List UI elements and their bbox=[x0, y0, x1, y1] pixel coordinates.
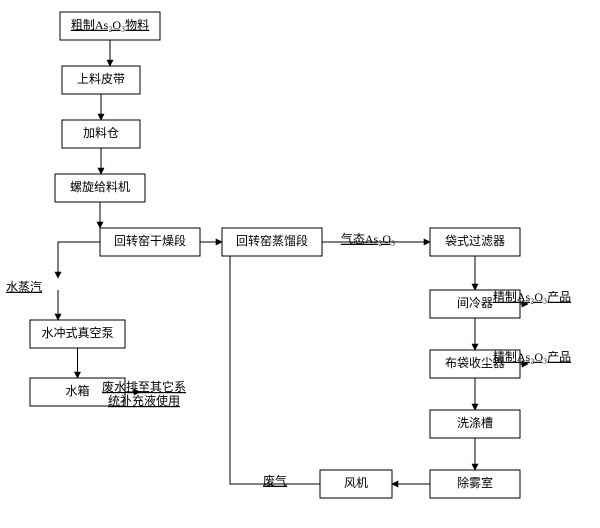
node-scrubber: 洗涤槽 bbox=[430, 410, 520, 438]
label-fan: 风机 bbox=[344, 476, 368, 490]
node-waste: 废水排至其它系统补充液使用 bbox=[102, 379, 186, 408]
node-exhaust: 废气 bbox=[263, 473, 287, 488]
label-waste: 废水排至其它系统补充液使用 bbox=[102, 379, 186, 408]
node-distill: 回转窑蒸馏段 bbox=[222, 228, 322, 256]
node-fan: 风机 bbox=[320, 470, 392, 498]
path-fan-back-to-distill bbox=[222, 242, 320, 484]
node-pump: 水冲式真空泵 bbox=[30, 320, 125, 348]
label-tank: 水箱 bbox=[65, 383, 89, 398]
flowchart-canvas: 粗制As₂O₃物料上料皮带加料仓螺旋给料机回转窑干燥段 回转窑蒸馏段 气态As₂O₃… bbox=[0, 0, 600, 528]
path-dryer-to-steam bbox=[58, 242, 100, 278]
node-prod2: 精制As₂O₃产品 bbox=[493, 350, 571, 364]
node-feeder: 螺旋给料机 bbox=[55, 174, 145, 202]
label-steam: 水蒸汽 bbox=[6, 279, 42, 294]
label-prod1: 精制As₂O₃产品 bbox=[493, 290, 571, 304]
node-steam: 水蒸汽 bbox=[6, 279, 42, 294]
label-gas: 气态As₂O₃ bbox=[341, 231, 395, 246]
label-hopper: 加料仓 bbox=[83, 126, 119, 140]
node-dryer: 回转窑干燥段 bbox=[100, 228, 200, 256]
label-exhaust: 废气 bbox=[263, 473, 287, 488]
label-belt: 上料皮带 bbox=[77, 72, 125, 86]
label-demist: 除雾室 bbox=[457, 475, 493, 490]
label-cooler: 间冷器 bbox=[457, 296, 493, 310]
node-hopper: 加料仓 bbox=[62, 120, 140, 148]
node-prod1: 精制As₂O₃产品 bbox=[493, 290, 571, 304]
label-pump: 水冲式真空泵 bbox=[41, 325, 113, 340]
node-belt: 上料皮带 bbox=[62, 66, 140, 94]
label-dryer: 回转窑干燥段 bbox=[114, 233, 186, 248]
label-feeder: 螺旋给料机 bbox=[70, 180, 130, 194]
label-scrubber: 洗涤槽 bbox=[457, 416, 493, 430]
label-prod2: 精制As₂O₃产品 bbox=[493, 350, 571, 364]
node-raw: 粗制As₂O₃物料 bbox=[60, 12, 160, 40]
node-gas: 气态As₂O₃ bbox=[341, 231, 395, 246]
node-bagfilter: 袋式过滤器 bbox=[430, 228, 520, 256]
label-raw: 粗制As₂O₃物料 bbox=[71, 18, 149, 32]
label-bagfilter: 袋式过滤器 bbox=[445, 234, 505, 248]
node-demist: 除雾室 bbox=[430, 470, 520, 498]
label-distill: 回转窑蒸馏段 bbox=[236, 233, 308, 248]
